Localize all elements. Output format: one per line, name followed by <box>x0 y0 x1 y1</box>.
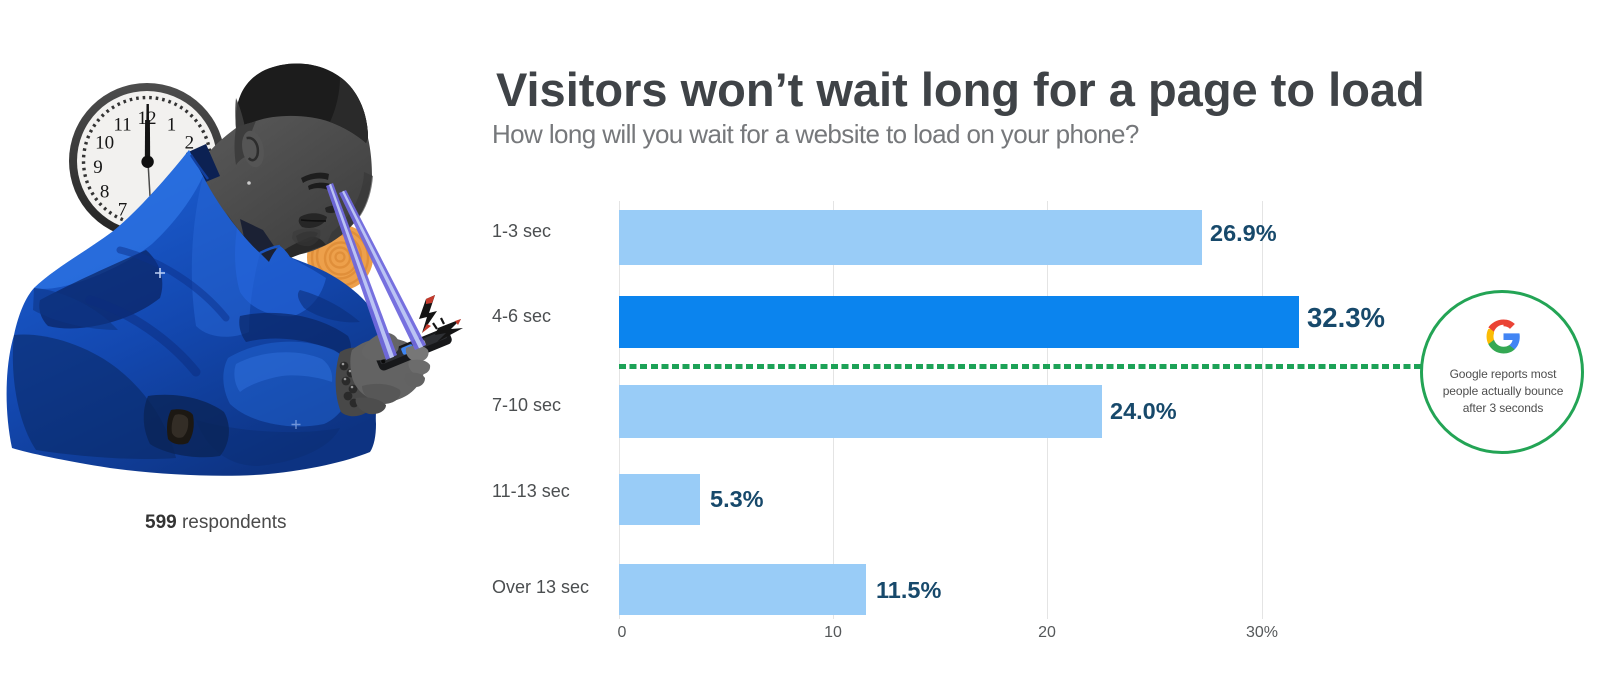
svg-text:11: 11 <box>113 115 131 136</box>
svg-text:10: 10 <box>95 133 114 154</box>
svg-text:7: 7 <box>118 199 128 220</box>
svg-text:1: 1 <box>167 115 177 136</box>
svg-text:8: 8 <box>100 182 110 203</box>
svg-text:9: 9 <box>93 157 103 178</box>
svg-text:2: 2 <box>185 133 195 154</box>
